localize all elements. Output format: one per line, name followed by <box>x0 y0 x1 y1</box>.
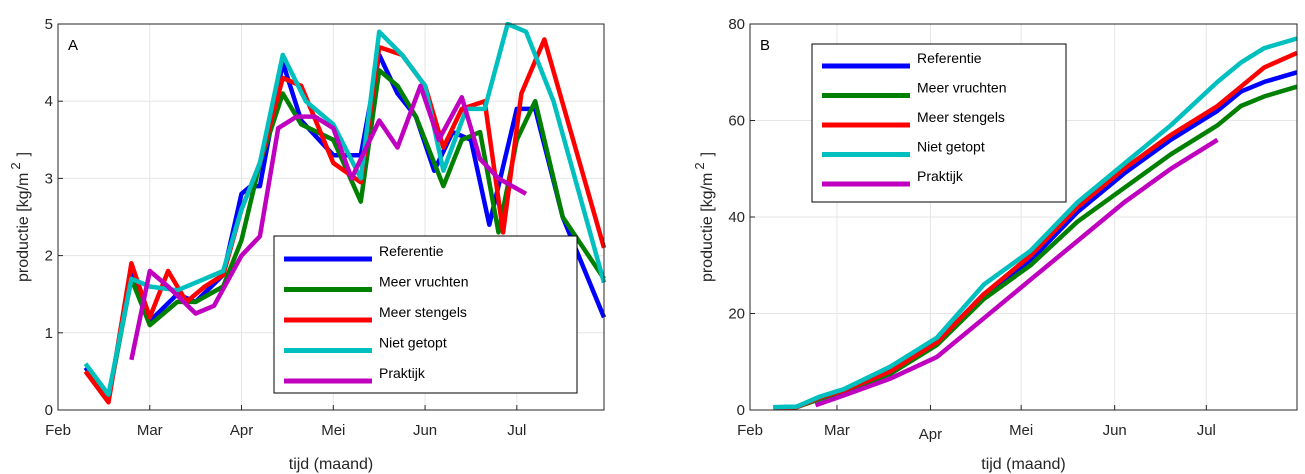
plot-frame <box>749 23 1298 411</box>
legend-label-praktijk: Praktijk <box>379 365 426 381</box>
y-axis-label-superscript: 2 <box>8 162 23 169</box>
series-line-meer-stengels <box>83 37 607 405</box>
legend-label-praktijk: Praktijk <box>917 168 964 184</box>
x-tick-label: Feb <box>45 422 71 439</box>
panel-label: A <box>68 37 78 54</box>
x-tick-label: Mei <box>1009 422 1033 439</box>
legend-label-referentie: Referentie <box>379 243 444 259</box>
y-tick-label: 60 <box>728 113 745 130</box>
y-axis-label-superscript: 2 <box>692 162 707 169</box>
chart-panel-a: Feb Mar Apr Mei Jun Jul 0 1 2 3 4 5A Referentie Meer … <box>8 16 607 473</box>
legend: Referentie Meer vruchten Meer stengels Niet… <box>273 235 578 394</box>
x-tick-label: Jul <box>507 422 526 439</box>
x-tick-label: Jun <box>413 422 437 439</box>
panel-label: B <box>760 37 770 54</box>
series-line-praktijk <box>129 83 528 361</box>
y-tick-label: 20 <box>728 306 745 323</box>
x-tick-label: Feb <box>737 422 763 439</box>
legend-box <box>273 235 578 394</box>
legend-label-meer-stengels: Meer stengels <box>917 109 1005 125</box>
legend-label-meer-vruchten: Meer vruchten <box>917 80 1006 96</box>
legend-label-meer-stengels: Meer stengels <box>379 304 467 320</box>
y-tick-label: 3 <box>45 170 53 187</box>
y-tick-label: 0 <box>737 402 745 419</box>
legend-label-referentie: Referentie <box>917 50 982 66</box>
y-axis-label: productie [kg/m 2] <box>692 152 716 282</box>
legend: Referentie Meer vruchten Meer stengels Niet… <box>811 43 1067 203</box>
x-axis-label: tijd (maand) <box>289 456 373 473</box>
x-tick-label: Mar <box>824 422 850 439</box>
y-tick-label: 0 <box>45 402 53 419</box>
y-axis-label-end: ] <box>15 152 32 156</box>
y-tick-label: 5 <box>45 16 53 33</box>
y-axis-label-end: ] <box>699 152 716 156</box>
y-tick-label: 80 <box>728 16 745 33</box>
y-tick-label: 2 <box>45 248 53 265</box>
y-axis-label-main: productie [kg/m <box>15 173 32 282</box>
x-tick-label: Apr <box>230 422 253 439</box>
x-tick-label: Jun <box>1103 422 1127 439</box>
x-tick-label: Jul <box>1197 422 1216 439</box>
y-tick-label: 1 <box>45 325 53 342</box>
plot-frame <box>57 23 605 411</box>
y-tick-label: 4 <box>45 93 53 110</box>
x-axis-label: tijd (maand) <box>981 456 1065 473</box>
chart-panel-b: Feb Mar Apr Mei Jun Jul 0 20 40 60 80 B Referentie Me… <box>692 16 1298 473</box>
y-tick-label: 40 <box>728 209 745 226</box>
y-axis-label-main: productie [kg/m <box>699 173 716 282</box>
x-tick-label: Mar <box>137 422 163 439</box>
series-line-niet-getopt <box>773 36 1298 410</box>
legend-label-niet-getopt: Niet getopt <box>917 139 985 155</box>
series-line-praktijk <box>814 137 1219 408</box>
x-tick-label: Apr <box>919 426 942 443</box>
x-tick-label: Mei <box>321 422 345 439</box>
y-axis-label: productie [kg/m 2] <box>8 152 32 282</box>
legend-label-meer-vruchten: Meer vruchten <box>379 274 468 290</box>
legend-label-niet-getopt: Niet getopt <box>379 335 447 351</box>
